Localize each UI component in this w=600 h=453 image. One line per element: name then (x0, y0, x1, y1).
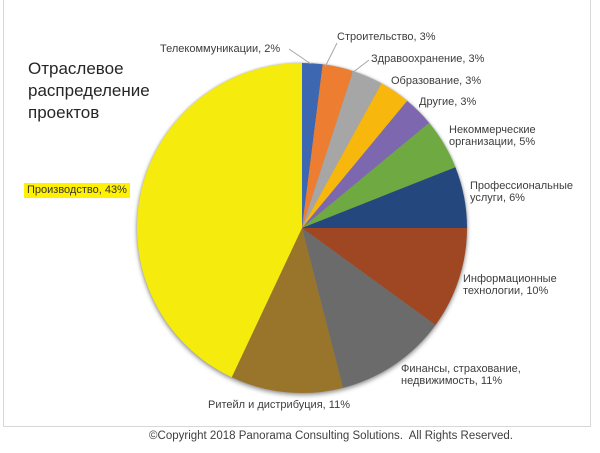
pie-slice-4 (302, 83, 408, 228)
slice-label: Телекоммуникации, 2% (160, 43, 281, 55)
copyright-text: ©Copyright 2018 Panorama Consulting Solu… (149, 430, 513, 442)
chart-title: Отраслевое распределение проектов (28, 59, 150, 122)
pie-slice-5 (302, 100, 430, 228)
slice-label: Другие, 3% (419, 96, 477, 108)
pie-slice-6 (302, 122, 456, 228)
slice-label: Некоммерческие организации, 5% (449, 124, 536, 148)
slice-label: Профессиональные услуги, 6% (470, 180, 574, 204)
slice-label: Строительство, 3% (337, 31, 436, 43)
slice-label-highlighted: Производство, 43% (24, 183, 130, 198)
leader-line (288, 48, 312, 65)
pie-slice-11 (136, 63, 302, 378)
slice-label: Информационные технологии, 10% (463, 273, 557, 297)
slice-label: Образование, 3% (391, 75, 482, 87)
pie-slice-1 (302, 63, 323, 228)
leader-line (351, 59, 370, 74)
pie-slice-9 (302, 228, 436, 388)
pie-slice-3 (302, 71, 382, 228)
slice-label: Ритейл и дистрибуция, 11% (208, 399, 350, 411)
slice-label: Финансы, страхование, недвижимость, 11% (401, 363, 521, 387)
pie-slice-2 (302, 64, 353, 228)
pie-slice-7 (302, 167, 467, 228)
pie-slice-10 (231, 228, 344, 394)
slice-label: Здравоохранение, 3% (371, 53, 485, 65)
pie-slice-8 (302, 228, 467, 325)
leader-line (324, 42, 338, 68)
